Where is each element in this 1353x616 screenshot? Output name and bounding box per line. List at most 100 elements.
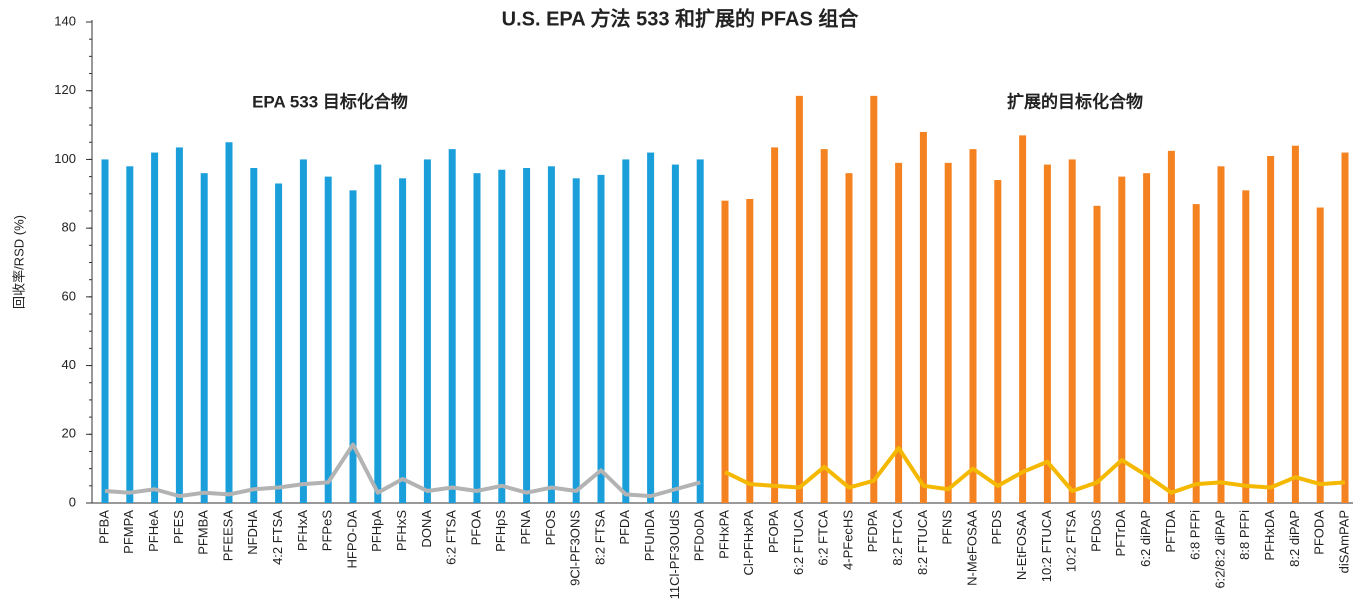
x-tick-label: PFOPA [766,510,781,553]
y-tick-label: 80 [62,220,76,235]
x-tick-label: diSAmPAP [1336,510,1351,573]
x-tick-label: 6:2 diPAP [1138,510,1153,567]
x-tick-label: PFBA [96,510,111,544]
x-tick-label: PFDoDA [692,510,707,562]
bar [498,169,506,503]
x-tick-label: PFUnDA [642,510,657,562]
bar [622,159,630,503]
x-tick-label: PFOA [468,510,483,546]
bar [944,162,952,503]
x-tick-label: 8:2 FTSA [592,510,607,565]
x-tick-label: PFHpA [369,510,384,552]
x-tick-label: N-EtFOSAA [1014,510,1029,580]
bar [448,149,456,503]
bar [200,173,208,503]
x-tick-label: 8:2 FTCA [890,510,905,566]
x-tick-label: 9Cl-PF3ONS [568,510,583,586]
bar [151,152,159,504]
x-tick-label: PFHxA [295,510,310,552]
bar [324,176,332,503]
bar [1068,159,1076,503]
y-tick-label: 0 [69,494,76,509]
x-tick-label: 6:2 FTSA [444,510,459,565]
x-tick-label: 6:8 PFPi [1188,510,1203,560]
bar [1019,135,1027,503]
bar [1093,205,1101,503]
bar [597,174,605,503]
bar [1192,204,1200,504]
bar [1118,176,1126,503]
bar [647,152,655,504]
bar [1242,190,1250,503]
x-tick-label: 8:2 diPAP [1287,510,1302,567]
x-tick-label: PFHxPA [716,510,731,559]
x-tick-label: 6:2 FTUCA [791,510,806,575]
chart-title: U.S. EPA 方法 533 和扩展的 PFAS 组合 [502,6,860,30]
bar [1316,207,1324,503]
bar [250,168,258,503]
bar [225,142,233,503]
bar [696,159,704,503]
y-tick-label: 40 [62,357,76,372]
x-tick-label: PFHxS [394,510,409,552]
x-tick-label: PFPeS [320,510,335,552]
bar [399,178,407,503]
bar [101,159,109,503]
x-tick-label: HFPO-DA [344,510,359,569]
y-tick-label: 120 [54,82,76,97]
x-tick-label: NFDHA [245,510,260,555]
bar [1267,155,1275,503]
x-tick-label: PFDS [989,510,1004,545]
x-tick-label: PFDA [617,510,632,545]
bar [547,166,555,504]
bar [820,149,828,503]
group-label: 扩展的目标化合物 [1007,91,1143,111]
bar [275,183,283,503]
bar [721,200,729,503]
x-tick-label: PFHpS [493,510,508,552]
bar [994,180,1002,504]
bar [349,190,357,503]
bar [1167,150,1175,503]
x-tick-label: PFODA [1312,510,1327,555]
bar [671,164,679,503]
x-tick-label: PFTDA [1163,510,1178,553]
bar [1043,164,1051,503]
x-tick-label: Cl-PFHxPA [741,510,756,576]
x-tick-label: 11Cl-PF3OUdS [667,510,682,600]
y-axis-label: 回收率/RSD (%) [11,215,26,309]
line [724,446,1346,495]
x-tick-label: PFEESA [220,510,235,562]
bar [374,164,382,503]
x-tick-label: PFNS [940,510,955,545]
x-tick-label: PFDPA [865,510,880,553]
line [104,442,701,499]
x-tick-label: PFHxDA [1262,510,1277,561]
group-label: EPA 533 目标化合物 [252,91,408,111]
x-tick-label: 4-PFecHS [840,510,855,570]
x-tick-label: 10:2 FTSA [1064,510,1079,572]
bar [572,178,580,503]
x-tick-label: 8:2 FTUCA [915,510,930,575]
x-tick-label: PFMBA [196,510,211,555]
bar [423,159,431,503]
y-tick-label: 140 [54,13,76,28]
x-tick-label: PFMPA [121,510,136,554]
x-tick-label: 10:2 FTUCA [1039,510,1054,583]
bar [126,166,134,504]
x-tick-label: 6:2/8:2 diPAP [1212,510,1227,589]
bar [1291,145,1299,503]
bar [1217,166,1225,504]
x-tick-label: PFES [171,510,186,544]
x-tick-label: PFDoS [1088,510,1103,552]
x-tick-label: PFNA [518,510,533,545]
bar [795,95,803,503]
x-tick-label: 4:2 FTSA [270,510,285,565]
y-tick-label: 20 [62,426,76,441]
bar [746,198,754,504]
x-tick-label: N-MeFOSAA [964,510,979,586]
bar [895,162,903,503]
x-tick-label: PFOS [543,510,558,546]
bar [919,131,927,503]
